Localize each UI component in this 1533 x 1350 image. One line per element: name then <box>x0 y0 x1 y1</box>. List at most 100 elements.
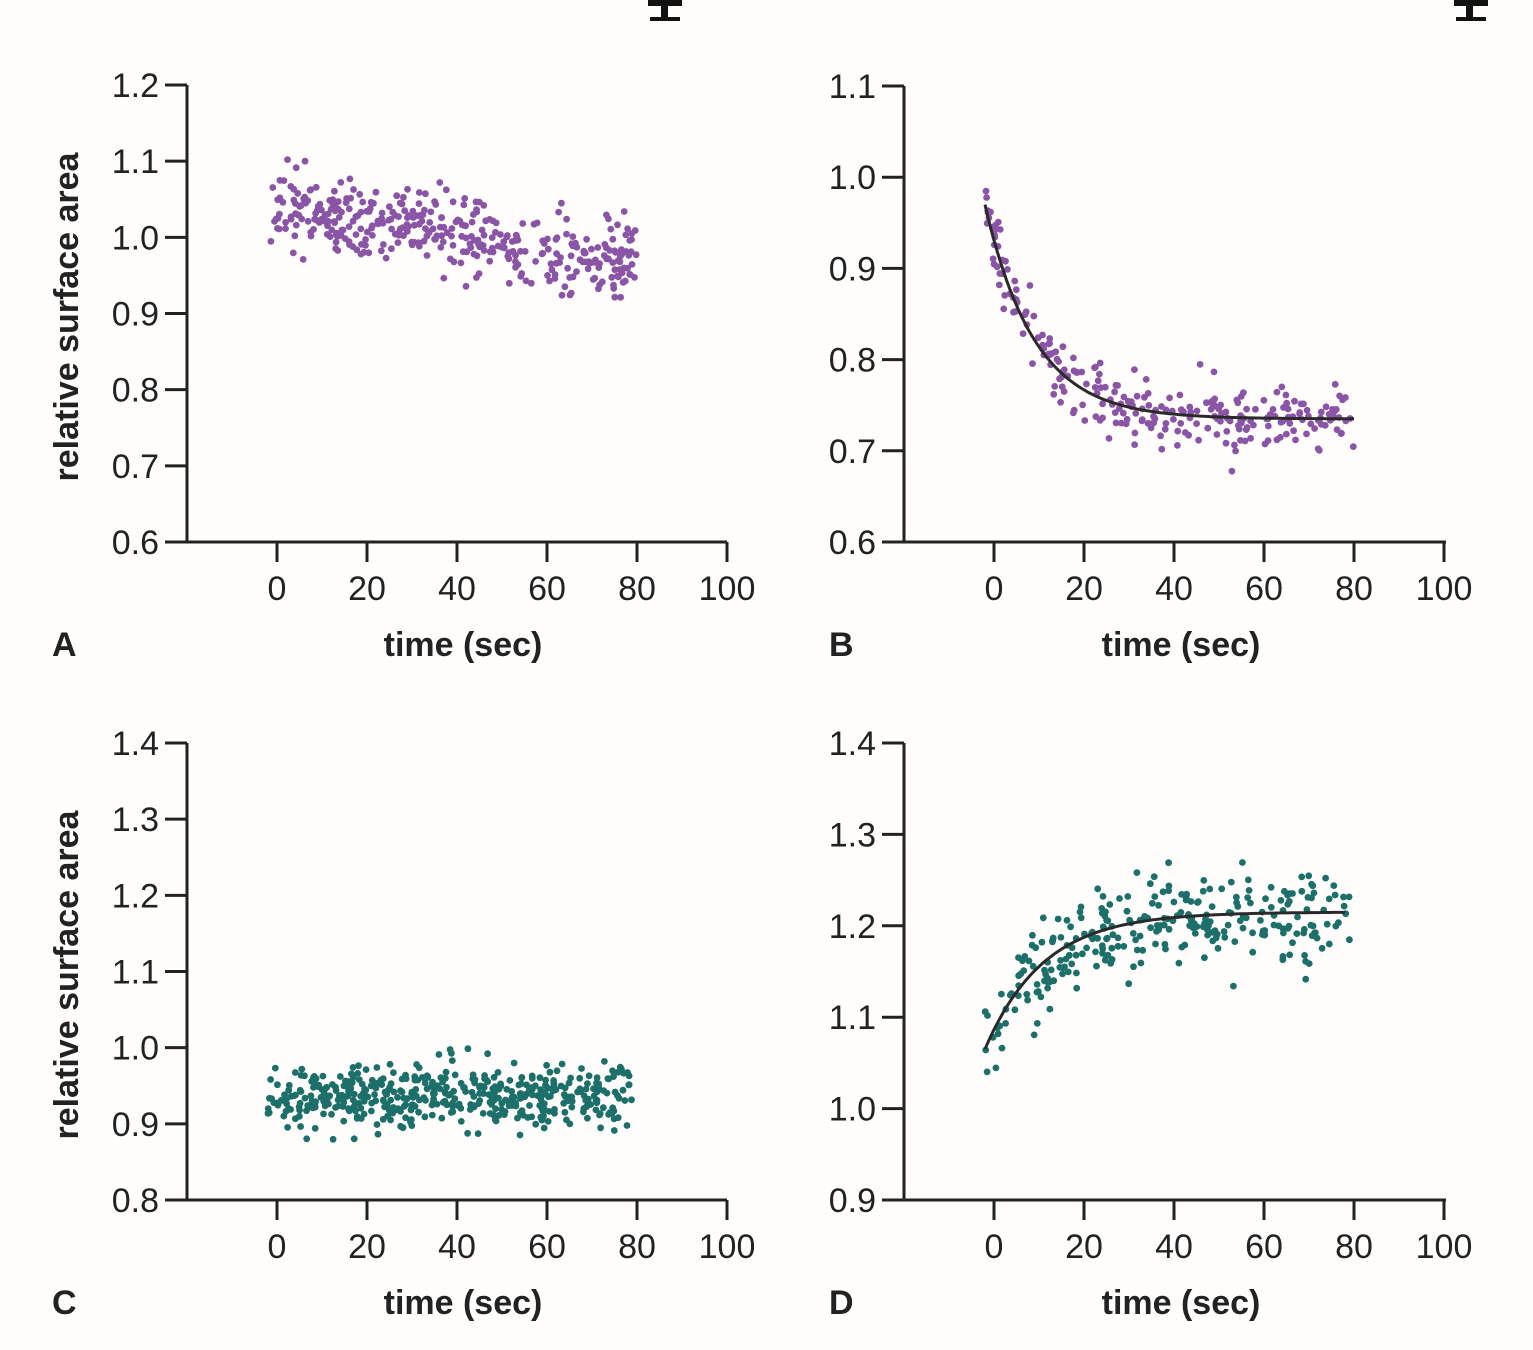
data-point <box>332 238 340 246</box>
data-point <box>382 1090 390 1097</box>
data-point <box>981 1008 989 1016</box>
data-points <box>267 156 640 301</box>
data-point <box>1331 891 1339 899</box>
data-point <box>331 219 339 227</box>
data-point <box>472 198 480 206</box>
data-point <box>1062 955 1070 963</box>
data-point <box>482 217 490 225</box>
data-point <box>1250 421 1257 429</box>
data-point <box>388 225 395 233</box>
data-point <box>389 208 397 216</box>
x-tick-label: 20 <box>1065 1228 1103 1266</box>
data-point <box>624 225 631 233</box>
data-point <box>334 1096 342 1104</box>
data-point <box>1123 907 1131 915</box>
data-point <box>386 1060 394 1068</box>
data-point <box>1150 873 1158 881</box>
data-point <box>457 1118 465 1125</box>
data-point <box>1340 893 1347 901</box>
data-point <box>555 208 562 216</box>
y-tick-label: 1.0 <box>112 219 159 257</box>
data-point <box>523 1081 530 1089</box>
data-point <box>584 1114 591 1122</box>
panel-label-b: B <box>829 626 854 664</box>
data-point <box>436 179 444 186</box>
x-tick-label: 100 <box>699 1228 756 1266</box>
data-point <box>573 243 581 251</box>
data-point <box>601 241 609 248</box>
data-point <box>350 1135 358 1143</box>
data-point <box>1323 920 1331 928</box>
data-point <box>598 278 606 286</box>
data-point <box>271 1064 279 1072</box>
data-point <box>1315 446 1323 454</box>
data-point <box>1059 964 1067 972</box>
data-point <box>1249 948 1257 956</box>
data-point <box>605 255 612 263</box>
data-point <box>1141 913 1148 920</box>
data-point <box>611 293 619 301</box>
data-point <box>411 239 418 246</box>
data-point <box>1345 893 1353 901</box>
x-tick-label: 100 <box>1416 570 1473 608</box>
data-point <box>537 1090 545 1098</box>
data-point <box>566 274 574 281</box>
data-point <box>357 208 365 216</box>
data-point <box>604 1075 612 1083</box>
data-point <box>1029 360 1036 367</box>
data-point <box>1025 957 1033 965</box>
data-point <box>611 1088 619 1096</box>
data-point <box>1285 898 1293 905</box>
data-point <box>397 1122 404 1130</box>
data-point <box>1068 944 1076 952</box>
data-point <box>546 277 553 285</box>
y-tick-label: 1.0 <box>829 159 876 197</box>
data-point <box>490 1097 498 1104</box>
data-point <box>1223 428 1231 435</box>
data-point <box>994 1030 1002 1038</box>
y-tick-label: 1.1 <box>112 954 159 992</box>
data-point <box>480 202 488 209</box>
data-point <box>334 247 342 254</box>
data-point <box>461 195 469 202</box>
data-point <box>1170 898 1178 906</box>
data-point <box>1070 406 1078 414</box>
data-point <box>473 206 480 214</box>
data-point <box>329 1135 337 1143</box>
data-point <box>291 1069 299 1076</box>
data-point <box>362 236 369 243</box>
data-point <box>544 245 552 253</box>
data-point <box>539 249 547 257</box>
data-point <box>563 1116 570 1124</box>
data-point <box>450 258 458 266</box>
data-point <box>552 1086 560 1094</box>
data-point <box>1109 931 1117 939</box>
data-point <box>398 200 406 208</box>
x-tick-label: 60 <box>528 1228 566 1266</box>
data-point <box>504 252 512 260</box>
data-point <box>1083 380 1090 388</box>
data-point <box>492 1117 500 1125</box>
data-point <box>1218 885 1226 893</box>
data-point <box>1041 966 1048 974</box>
data-point <box>1059 343 1067 351</box>
data-point <box>506 1077 514 1084</box>
data-point <box>528 1072 536 1080</box>
data-point <box>324 222 331 230</box>
data-point <box>354 1070 362 1077</box>
data-point <box>315 1081 323 1089</box>
data-point <box>561 283 569 291</box>
data-point <box>340 1117 348 1125</box>
data-point <box>435 1051 443 1058</box>
data-point <box>558 199 565 207</box>
x-tick-label: 80 <box>1335 570 1373 608</box>
data-point <box>522 277 530 285</box>
data-point <box>374 1130 382 1138</box>
data-point <box>1051 383 1059 390</box>
data-point <box>1249 929 1256 937</box>
data-point <box>450 1087 457 1095</box>
data-point <box>438 232 445 240</box>
data-point <box>420 237 428 245</box>
data-point <box>1029 962 1037 970</box>
